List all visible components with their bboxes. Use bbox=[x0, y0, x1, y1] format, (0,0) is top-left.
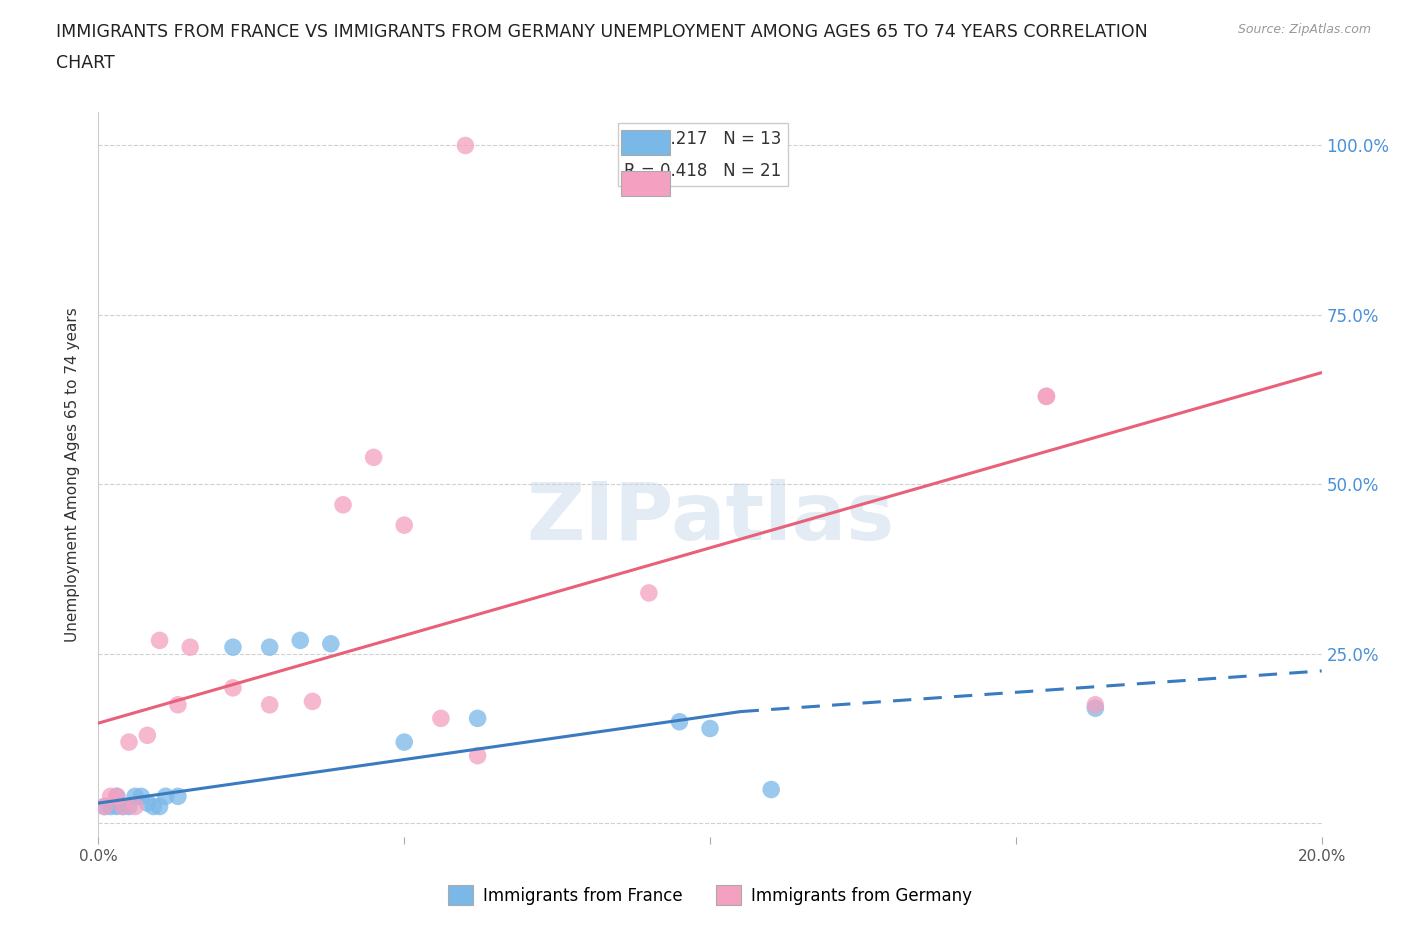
Point bbox=[301, 694, 323, 709]
Point bbox=[100, 799, 122, 814]
Point bbox=[363, 450, 385, 465]
Point bbox=[167, 698, 190, 712]
Point bbox=[118, 735, 141, 750]
Point bbox=[259, 640, 281, 655]
Point bbox=[467, 711, 489, 725]
Point bbox=[167, 789, 190, 804]
Point bbox=[1035, 389, 1057, 404]
Point bbox=[142, 799, 165, 814]
Point bbox=[1084, 698, 1107, 712]
Point bbox=[124, 799, 146, 814]
Point bbox=[319, 636, 342, 651]
Point bbox=[430, 711, 453, 725]
Point bbox=[93, 799, 115, 814]
Point bbox=[149, 633, 172, 648]
Point bbox=[136, 728, 159, 743]
Point bbox=[332, 498, 354, 512]
Point bbox=[637, 586, 661, 601]
Point bbox=[111, 799, 134, 814]
Point bbox=[111, 799, 134, 814]
Text: IMMIGRANTS FROM FRANCE VS IMMIGRANTS FROM GERMANY UNEMPLOYMENT AMONG AGES 65 TO : IMMIGRANTS FROM FRANCE VS IMMIGRANTS FRO… bbox=[56, 23, 1147, 41]
Text: ZIPatlas: ZIPatlas bbox=[526, 479, 894, 557]
Point bbox=[105, 789, 128, 804]
Point bbox=[136, 796, 159, 811]
Point bbox=[1035, 389, 1057, 404]
Point bbox=[259, 698, 281, 712]
Point bbox=[290, 633, 312, 648]
Point bbox=[1084, 700, 1107, 715]
Point bbox=[100, 789, 122, 804]
Point bbox=[392, 735, 416, 750]
Point bbox=[392, 518, 416, 533]
Point bbox=[222, 640, 245, 655]
Point bbox=[105, 789, 128, 804]
Point bbox=[668, 714, 690, 729]
Point bbox=[179, 640, 201, 655]
Point bbox=[699, 721, 721, 736]
Y-axis label: Unemployment Among Ages 65 to 74 years: Unemployment Among Ages 65 to 74 years bbox=[65, 307, 80, 642]
Point bbox=[222, 681, 245, 696]
Point bbox=[129, 789, 152, 804]
Text: R = 0.217   N = 13
R = 0.418   N = 21: R = 0.217 N = 13 R = 0.418 N = 21 bbox=[624, 130, 782, 179]
FancyBboxPatch shape bbox=[620, 130, 669, 155]
Point bbox=[467, 749, 489, 764]
Point bbox=[155, 789, 177, 804]
Text: Source: ZipAtlas.com: Source: ZipAtlas.com bbox=[1237, 23, 1371, 36]
Legend: Immigrants from France, Immigrants from Germany: Immigrants from France, Immigrants from … bbox=[441, 879, 979, 912]
Point bbox=[118, 799, 141, 814]
Point bbox=[93, 799, 115, 814]
Text: CHART: CHART bbox=[56, 54, 115, 72]
Point bbox=[105, 799, 128, 814]
Point bbox=[759, 782, 782, 797]
FancyBboxPatch shape bbox=[620, 171, 669, 196]
Point bbox=[124, 789, 146, 804]
Point bbox=[149, 799, 172, 814]
Point bbox=[454, 138, 477, 153]
